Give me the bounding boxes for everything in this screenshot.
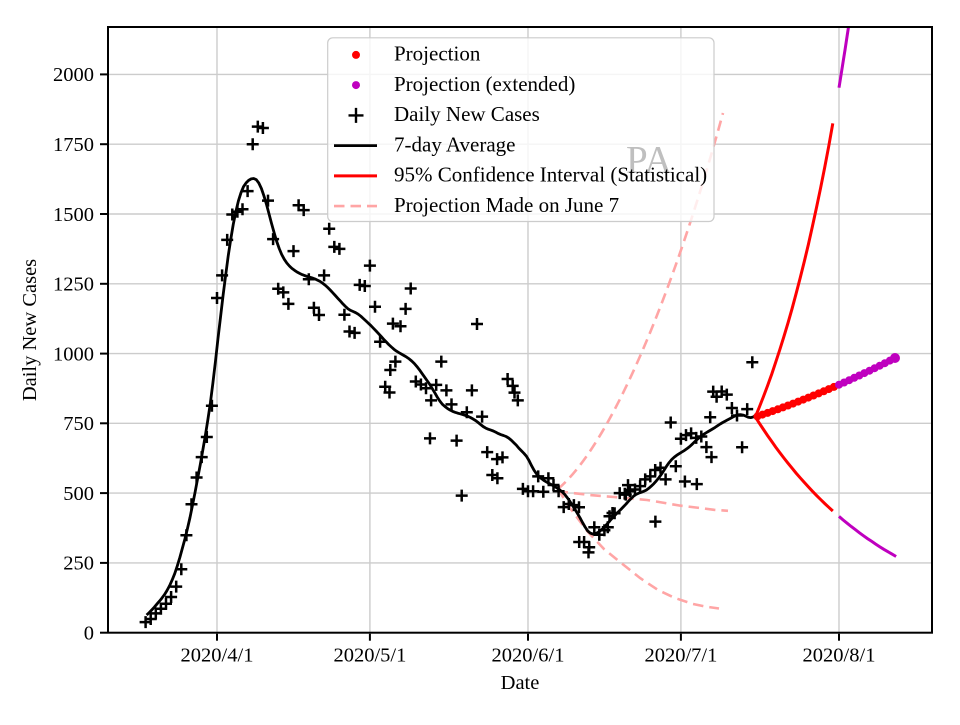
svg-text:2000: 2000 — [53, 64, 94, 86]
svg-text:95% Confidence Interval (Stati: 95% Confidence Interval (Statistical) — [394, 163, 707, 187]
svg-text:1750: 1750 — [53, 134, 94, 156]
svg-text:2020/5/1: 2020/5/1 — [333, 645, 406, 667]
svg-text:2020/8/1: 2020/8/1 — [803, 645, 876, 667]
svg-text:2020/6/1: 2020/6/1 — [492, 645, 565, 667]
svg-text:1000: 1000 — [53, 343, 94, 365]
svg-text:1250: 1250 — [53, 274, 94, 296]
svg-text:Projection Made on June 7: Projection Made on June 7 — [394, 193, 619, 217]
svg-text:Projection (extended): Projection (extended) — [394, 72, 575, 96]
svg-text:Daily New Cases: Daily New Cases — [19, 259, 41, 401]
svg-text:2020/7/1: 2020/7/1 — [644, 645, 717, 667]
svg-text:250: 250 — [63, 553, 94, 575]
svg-text:Date: Date — [501, 672, 540, 694]
svg-text:Projection: Projection — [394, 42, 481, 66]
svg-text:Daily New Cases: Daily New Cases — [394, 102, 540, 126]
svg-text:2020/4/1: 2020/4/1 — [181, 645, 254, 667]
svg-text:0: 0 — [84, 623, 94, 645]
svg-text:500: 500 — [63, 483, 94, 505]
svg-text:PA: PA — [626, 139, 672, 182]
svg-text:750: 750 — [63, 413, 94, 435]
svg-text:7-day Average: 7-day Average — [394, 132, 515, 156]
svg-text:1500: 1500 — [53, 204, 94, 226]
